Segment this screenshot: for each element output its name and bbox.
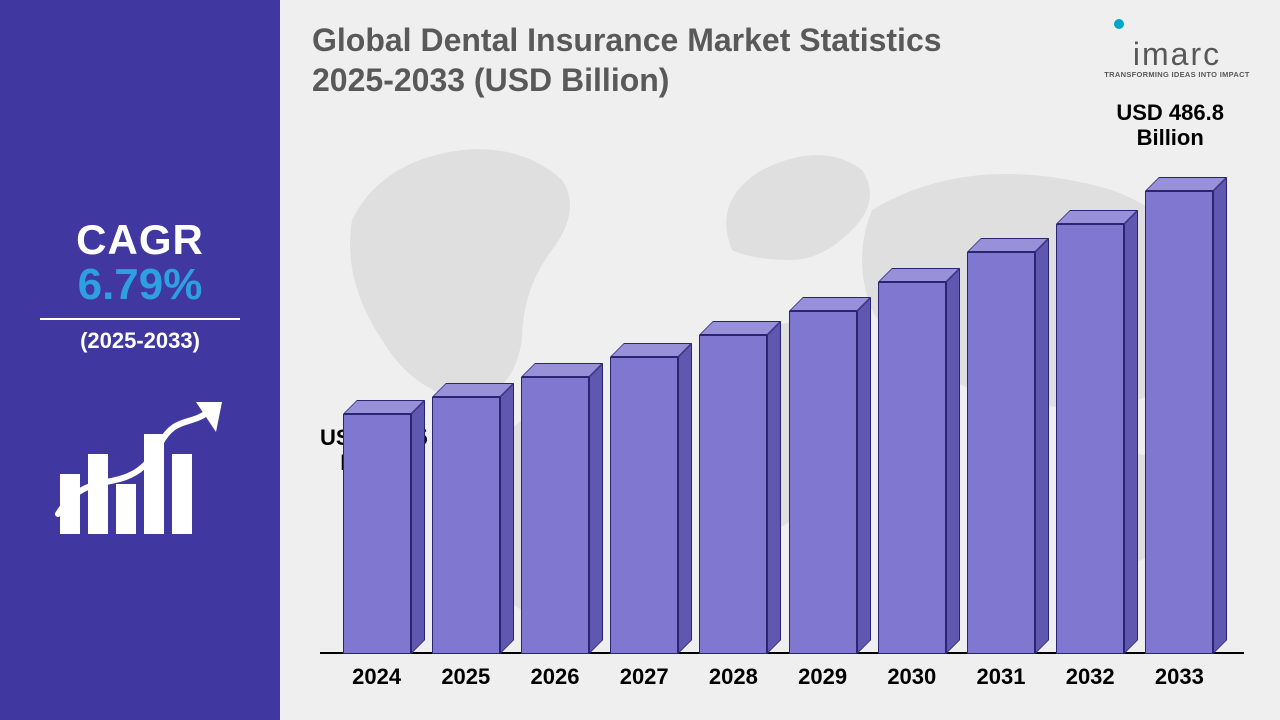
bar-front	[967, 252, 1035, 654]
bar-side	[678, 343, 692, 654]
bar-x-label: 2024	[327, 664, 427, 690]
bar-side	[1124, 210, 1138, 654]
bar-top	[521, 363, 603, 377]
sidebar: CAGR 6.79% (2025-2033)	[0, 0, 280, 720]
bar-side	[411, 400, 425, 654]
bar-front	[521, 377, 589, 654]
bar-x-label: 2026	[505, 664, 605, 690]
bar: 2027	[610, 357, 678, 654]
bar-front	[699, 335, 767, 654]
bar-x-label: 2027	[594, 664, 694, 690]
bar-top	[878, 268, 960, 282]
bar-x-label: 2031	[951, 664, 1051, 690]
bar-chart: USD 252.5 Billion USD 486.8 Billion 2024…	[312, 100, 1252, 702]
bar-side	[767, 321, 781, 654]
cagr-period: (2025-2033)	[80, 328, 200, 354]
bar-side	[1213, 177, 1227, 654]
bar: 2032	[1056, 224, 1124, 654]
bar-front	[343, 414, 411, 654]
cagr-value: 6.79%	[78, 260, 203, 310]
bar: 2026	[521, 377, 589, 654]
logo-name: imarc	[1102, 41, 1252, 68]
logo-dot-icon	[1102, 14, 1252, 36]
bar-front	[1056, 224, 1124, 654]
bar-x-label: 2033	[1129, 664, 1229, 690]
bar-front	[878, 282, 946, 654]
bar-x-label: 2029	[773, 664, 873, 690]
logo-tagline: TRANSFORMING IDEAS INTO IMPACT	[1102, 70, 1252, 79]
bar-top	[343, 400, 425, 414]
bar-top	[1056, 210, 1138, 224]
bar: 2028	[699, 335, 767, 654]
bar-top	[789, 297, 871, 311]
bar-top	[967, 238, 1049, 252]
bars-stage: 2024 2025 2026 2027 2028 2029 2030 2031 2032 2033	[312, 134, 1252, 654]
bar-side	[589, 363, 603, 654]
bar-side	[1035, 238, 1049, 654]
bar: 2031	[967, 252, 1035, 654]
bar-top	[1145, 177, 1227, 191]
bar-x-label: 2032	[1040, 664, 1140, 690]
growth-chart-icon	[40, 384, 240, 544]
bar-x-label: 2025	[416, 664, 516, 690]
bar-front	[1145, 191, 1213, 654]
bar-front	[789, 311, 857, 654]
bar-top	[610, 343, 692, 357]
callout-line1: USD 486.8	[1116, 100, 1224, 125]
bar: 2029	[789, 311, 857, 654]
page: CAGR 6.79% (2025-2033) Global Dental Ins…	[0, 0, 1280, 720]
cagr-label: CAGR	[76, 216, 204, 264]
logo: imarc TRANSFORMING IDEAS INTO IMPACT	[1102, 14, 1252, 79]
divider	[40, 318, 240, 320]
bar-x-label: 2030	[862, 664, 962, 690]
bar: 2025	[432, 397, 500, 654]
bar-front	[432, 397, 500, 654]
bar-side	[946, 268, 960, 654]
bar-x-label: 2028	[683, 664, 783, 690]
bar-front	[610, 357, 678, 654]
bar: 2030	[878, 282, 946, 654]
chart-title: Global Dental Insurance Market Statistic…	[312, 20, 1012, 100]
bar-side	[857, 297, 871, 654]
bar-side	[500, 383, 514, 654]
bar-top	[432, 383, 514, 397]
bar: 2033	[1145, 191, 1213, 654]
main: Global Dental Insurance Market Statistic…	[280, 0, 1280, 720]
bar: 2024	[343, 414, 411, 654]
